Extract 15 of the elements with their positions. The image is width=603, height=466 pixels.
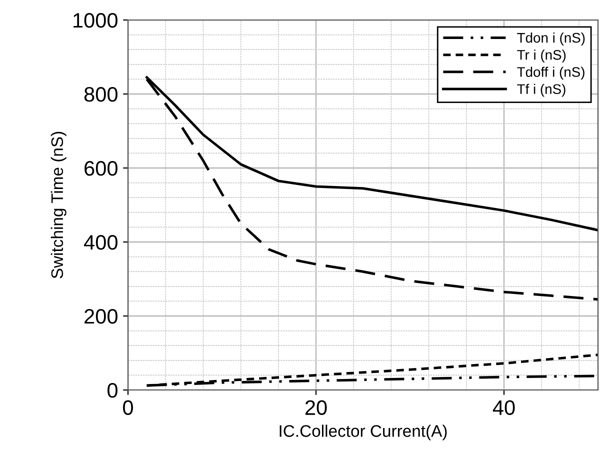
x-axis-title: IC.Collector Current(A) [280, 424, 447, 440]
y-axis-title: Switching Time (nS) [50, 132, 66, 278]
y-tick-label: 200 [84, 309, 118, 324]
legend-label: Tr i (nS) [517, 50, 566, 63]
y-tick-label: 1000 [74, 13, 118, 28]
legend-label: Tf i (nS) [517, 84, 566, 97]
y-tick-label: 600 [84, 161, 118, 176]
y-tick-label: 0 [108, 383, 118, 398]
x-tick-label: 40 [492, 400, 515, 416]
y-tick-label: 800 [84, 87, 118, 102]
legend-label: Tdon i (nS) [517, 32, 585, 46]
x-tick-label: 0 [123, 400, 133, 416]
x-tick-label: 20 [305, 400, 327, 416]
legend-label: Tdoff i (nS) [517, 66, 584, 80]
y-tick-label: 400 [84, 235, 118, 250]
